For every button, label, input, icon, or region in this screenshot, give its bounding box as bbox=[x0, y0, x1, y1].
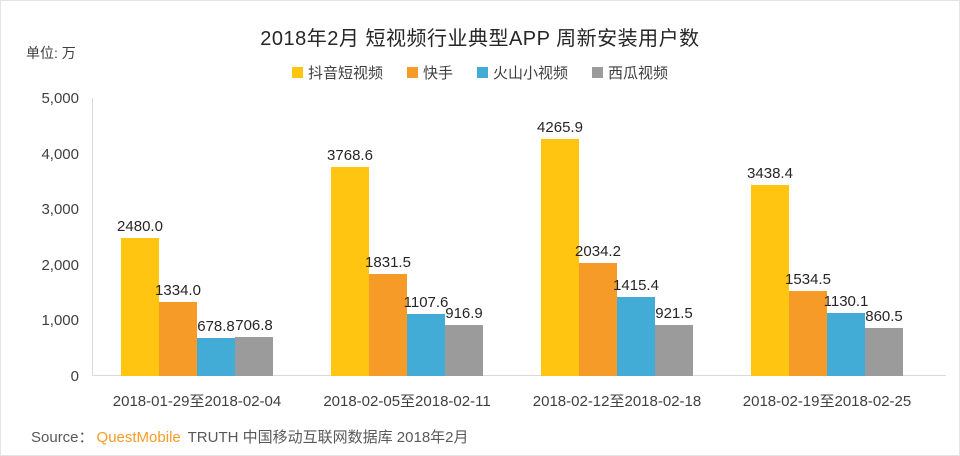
bar-value-label: 1415.4 bbox=[613, 277, 659, 295]
legend-item-douyin: 抖音短视频 bbox=[291, 62, 383, 83]
bar-value-label: 2034.2 bbox=[575, 242, 621, 260]
barwrap-xigua: 706.8 bbox=[235, 98, 273, 376]
bar-kuaishou bbox=[369, 274, 407, 376]
barwrap-kuaishou: 1831.5 bbox=[365, 98, 411, 376]
y-tick-label: 5,000 bbox=[41, 90, 79, 107]
source-prefix: Source： bbox=[31, 429, 94, 446]
barwrap-douyin: 4265.9 bbox=[537, 98, 583, 376]
barwrap-kuaishou: 1534.5 bbox=[785, 98, 831, 376]
x-category-label: 2018-02-19至2018-02-25 bbox=[742, 393, 912, 410]
bar-value-label: 3438.4 bbox=[747, 164, 793, 182]
bar-group: 3768.6 1831.5 1107.6 916.9 bbox=[302, 98, 512, 376]
barwrap-huoshan: 678.8 bbox=[197, 98, 235, 376]
bar-douyin bbox=[331, 166, 369, 376]
barwrap-douyin: 3438.4 bbox=[747, 98, 793, 376]
plot-area: 0 1,000 2,000 3,000 4,000 5,000 2480.0 1334.0 67… bbox=[41, 90, 946, 410]
legend-label-huoshan: 火山小视频 bbox=[493, 65, 569, 82]
bar-douyin bbox=[751, 184, 789, 376]
bar-value-label: 1130.1 bbox=[823, 293, 869, 311]
bar-group: 4265.9 2034.2 1415.4 921.5 bbox=[512, 98, 722, 376]
x-axis-line bbox=[92, 375, 946, 376]
bar-group: 2480.0 1334.0 678.8 706.8 bbox=[92, 98, 302, 376]
legend-label-kuaishou: 快手 bbox=[422, 65, 453, 82]
bar-douyin bbox=[541, 138, 579, 376]
bar-value-label: 2480.0 bbox=[117, 218, 163, 236]
bar-huoshan bbox=[197, 338, 235, 376]
legend-item-xigua: 西瓜视频 bbox=[592, 62, 668, 83]
bar-huoshan bbox=[617, 297, 655, 376]
bar-kuaishou bbox=[159, 301, 197, 376]
legend-swatch-douyin bbox=[291, 67, 303, 78]
chart-title: 2018年2月 短视频行业典型APP 周新安装用户数 bbox=[260, 28, 700, 50]
bar-value-label: 921.5 bbox=[655, 304, 693, 322]
legend-label-xigua: 西瓜视频 bbox=[608, 65, 669, 82]
unit-label: 单位: 万 bbox=[26, 45, 76, 61]
bar-huoshan bbox=[407, 314, 445, 376]
y-tick-label: 1,000 bbox=[41, 312, 79, 330]
source-suffix: TRUTH 中国移动互联网数据库 2018年2月 bbox=[183, 429, 469, 446]
bar-value-label: 1334.0 bbox=[155, 281, 201, 299]
barwrap-xigua: 916.9 bbox=[445, 98, 483, 376]
legend-label-douyin: 抖音短视频 bbox=[307, 65, 383, 82]
x-category-label: 2018-01-29至2018-02-04 bbox=[112, 393, 282, 410]
legend-swatch-huoshan bbox=[477, 67, 488, 78]
y-tick-label: 0 bbox=[70, 368, 79, 385]
bar-value-label: 3768.6 bbox=[327, 146, 373, 164]
source-brand: QuestMobile bbox=[96, 429, 181, 446]
bar-xigua bbox=[655, 324, 693, 376]
bar-value-label: 706.8 bbox=[235, 316, 273, 334]
barwrap-xigua: 921.5 bbox=[655, 98, 693, 376]
bar-value-label: 916.9 bbox=[445, 305, 483, 322]
bar-douyin bbox=[121, 238, 159, 376]
bar-group: 3438.4 1534.5 1130.1 860.5 bbox=[722, 98, 932, 376]
barwrap-huoshan: 1130.1 bbox=[824, 98, 868, 376]
y-tick-label: 4,000 bbox=[41, 145, 79, 163]
bar-xigua bbox=[865, 328, 903, 376]
bar-value-label: 1534.5 bbox=[785, 270, 831, 288]
barwrap-douyin: 3768.6 bbox=[327, 98, 373, 376]
barwrap-douyin: 2480.0 bbox=[117, 98, 163, 376]
bar-kuaishou bbox=[579, 262, 617, 376]
source-line: Source： QuestMobile TRUTH 中国移动互联网数据库 2018… bbox=[31, 426, 469, 447]
barwrap-huoshan: 1415.4 bbox=[613, 98, 659, 376]
legend-swatch-xigua bbox=[592, 67, 604, 78]
bar-huoshan bbox=[827, 313, 865, 376]
x-category-label: 2018-02-12至2018-02-18 bbox=[532, 393, 702, 410]
bar-xigua bbox=[235, 336, 273, 376]
x-category-label: 2018-02-05至2018-02-11 bbox=[323, 393, 491, 410]
legend-item-kuaishou: 快手 bbox=[406, 62, 453, 83]
bar-value-label: 1107.6 bbox=[403, 294, 449, 312]
legend-swatch-kuaishou bbox=[406, 67, 418, 78]
bar-value-label: 4265.9 bbox=[537, 118, 583, 136]
bar-value-label: 678.8 bbox=[197, 318, 235, 336]
barwrap-huoshan: 1107.6 bbox=[404, 98, 448, 376]
bar-value-label: 1831.5 bbox=[365, 254, 411, 272]
legend: 抖音短视频 快手 火山小视频 西瓜视频 bbox=[1, 62, 959, 83]
y-tick-label: 2,000 bbox=[41, 256, 79, 274]
barwrap-kuaishou: 2034.2 bbox=[575, 98, 621, 376]
bar-kuaishou bbox=[789, 290, 827, 376]
barwrap-xigua: 860.5 bbox=[865, 98, 903, 376]
y-tick-label: 3,000 bbox=[41, 201, 79, 219]
bar-xigua bbox=[445, 325, 483, 376]
bar-value-label: 860.5 bbox=[865, 308, 903, 326]
barwrap-kuaishou: 1334.0 bbox=[155, 98, 201, 376]
y-axis-line bbox=[92, 98, 93, 376]
legend-item-huoshan: 火山小视频 bbox=[477, 62, 568, 83]
